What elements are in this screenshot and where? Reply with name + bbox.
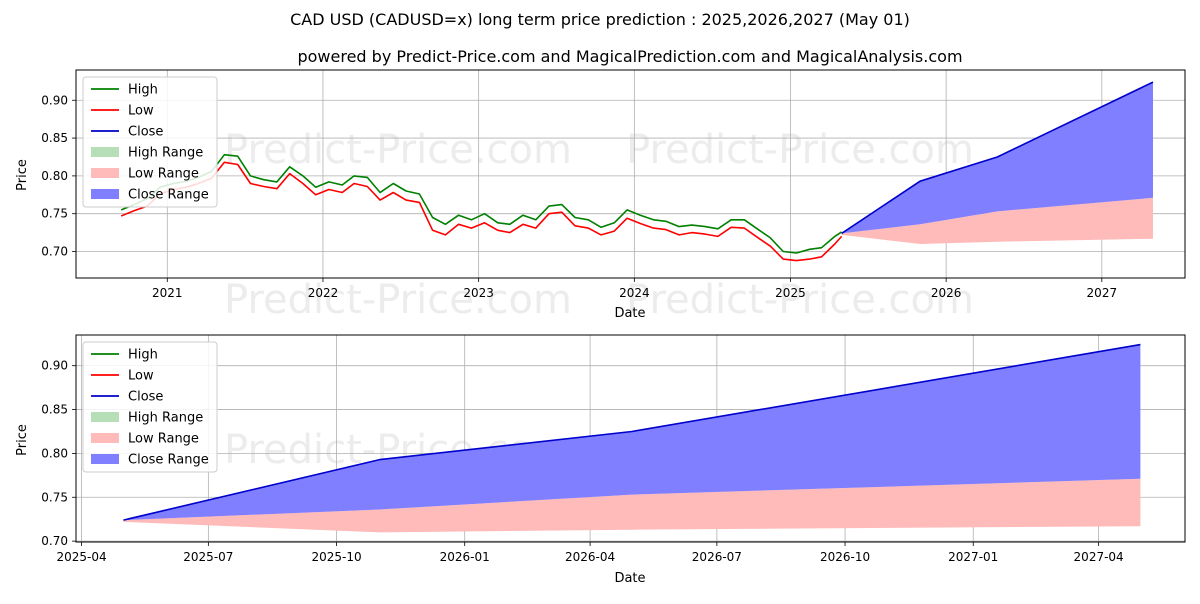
x-tick-label: 2026-07 [692,550,742,564]
legend-high-range-swatch [91,412,119,422]
y-tick-label: 0.85 [41,131,68,145]
x-tick-label: 2027 [1087,286,1118,300]
y-tick-label: 0.90 [41,359,68,373]
x-tick-label: 2025-04 [57,550,107,564]
watermark-text: Predict-Price.com [224,277,572,323]
legend-close-range-label: Close Range [128,188,209,203]
legend: High Low Close High Range Low Range Close Ran… [82,76,218,208]
y-tick-label: 0.90 [41,93,68,107]
watermark-text: Predict-Price.com [626,127,974,173]
chart-subtitle: powered by Predict-Price.com and Magical… [297,47,962,66]
legend: High Low Close High Range Low Range Close Ran… [82,341,218,473]
close-series-line [123,343,1141,521]
x-tick-label: 2026-01 [440,550,490,564]
legend-low-label: Low [128,369,154,384]
y-tick-label: 0.80 [41,169,68,183]
plot-frame [75,334,1186,543]
y-axis-label: Price [15,424,30,456]
legend-close-label: Close [128,125,163,140]
x-axis-label: Date [614,571,645,586]
y-tick-label: 0.70 [41,245,68,259]
legend-low-range-swatch [91,168,119,178]
y-tick-label: 0.85 [41,403,68,417]
y-axis-label: Price [15,159,30,191]
legend-low-range-label: Low Range [128,432,199,447]
low-range-band [123,478,1141,533]
x-tick-label: 2023 [463,286,494,300]
x-tick-label: 2027-01 [948,550,998,564]
x-tick-label: 2026-10 [820,550,870,564]
chart-title: CAD USD (CADUSD=x) long term price predi… [290,10,910,29]
legend-low-range-swatch [91,433,119,443]
x-ticks: 2025-04 2025-07 2025-10 2026-01 2026-04 2026-… [57,542,1124,564]
y-tick-label: 0.75 [41,490,68,504]
y-tick-label: 0.80 [41,446,68,460]
x-axis-label: Date [614,306,645,321]
x-tick-label: 2027-04 [1074,550,1124,564]
series-lines [120,81,1154,262]
y-ticks: 0.70 0.75 0.80 0.85 0.90 [41,93,76,259]
x-tick-label: 2022 [308,286,339,300]
legend-close-range-label: Close Range [128,453,209,468]
high-series-line [120,153,843,254]
x-tick-label: 2026-04 [565,550,615,564]
y-tick-label: 0.75 [41,207,68,221]
x-tick-label: 2026 [931,286,962,300]
legend-close-range-swatch [91,189,119,199]
close-series-line [841,81,1154,235]
legend-low-range-label: Low Range [128,167,199,182]
x-tick-label: 2021 [152,286,183,300]
series-lines [123,343,1141,521]
legend-close-range-swatch [91,454,119,464]
legend-high-range-swatch [91,147,119,157]
legend-close-label: Close [128,390,163,405]
x-tick-label: 2024 [619,286,650,300]
legend-high-label: High [128,348,158,363]
low-range-band [841,197,1153,244]
watermark-text: Predict-Price.com [224,127,572,173]
legend-low-label: Low [128,104,154,119]
y-ticks: 0.70 0.75 0.80 0.85 0.90 [41,359,76,548]
watermarks: Predict-Price.com Predict-Price.com Pred… [224,127,974,323]
x-tick-label: 2025-10 [311,550,361,564]
legend-high-range-label: High Range [128,146,203,161]
x-tick-label: 2025 [775,286,806,300]
low-series-line [120,161,843,262]
legend-high-range-label: High Range [128,411,203,426]
x-tick-label: 2025-07 [183,550,233,564]
watermark-text: Predict-Price.com [626,277,974,323]
plot-frame [75,69,1186,279]
panel-forecast-zoom: Predict-Price.com Predict-Price.com 2025… [15,334,1186,586]
panel-history-and-forecast: Predict-Price.com Predict-Price.com Pred… [15,69,1186,323]
y-tick-label: 0.70 [41,534,68,548]
legend-high-label: High [128,83,158,98]
x-ticks: 2021 2022 2023 2024 2025 2026 2027 [152,278,1117,300]
